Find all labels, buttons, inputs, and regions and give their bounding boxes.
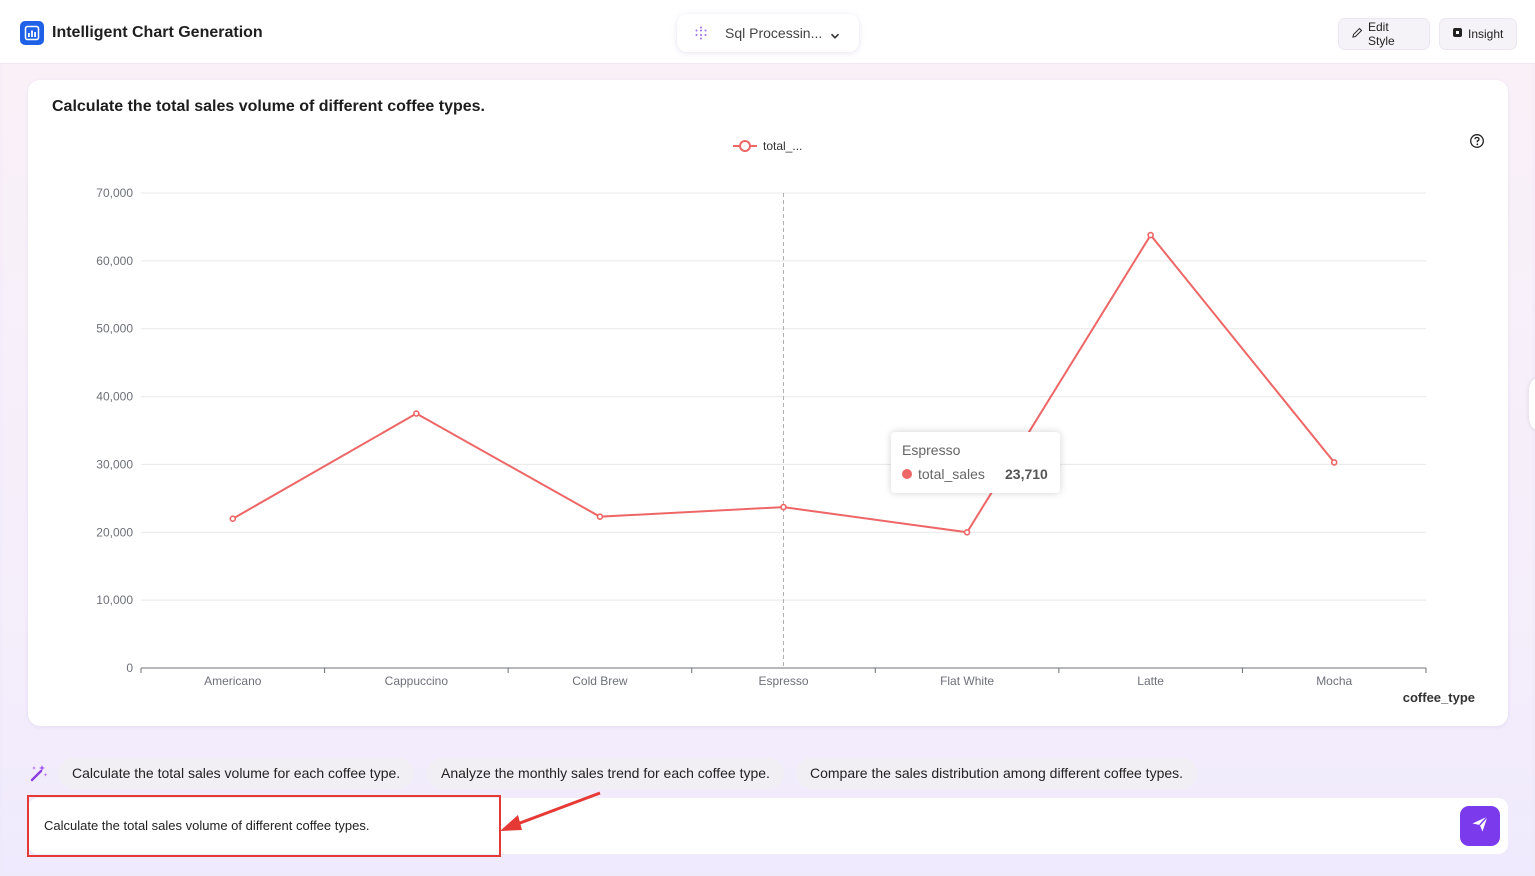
x-tick-label: Americano: [204, 674, 262, 688]
magic-wand-icon: [29, 763, 49, 788]
y-tick-label: 20,000: [96, 525, 133, 539]
help-icon[interactable]: [1469, 133, 1485, 154]
chevron-down-icon: [830, 28, 840, 46]
x-tick-label: Cold Brew: [572, 674, 628, 688]
insight-button[interactable]: Insight: [1439, 18, 1517, 50]
prompt-input-value[interactable]: Calculate the total sales volume of diff…: [44, 818, 370, 833]
sql-selector-label: Sql Processin...: [725, 25, 823, 41]
insight-icon: [1452, 27, 1463, 41]
x-axis-title: coffee_type: [1403, 690, 1475, 705]
pencil-icon: [1351, 27, 1363, 42]
chart-tooltip: Espresso total_sales 23,710: [891, 432, 1060, 493]
app-title: Intelligent Chart Generation: [52, 24, 263, 41]
x-tick-label: Espresso: [758, 674, 808, 688]
data-point: [413, 410, 420, 417]
legend-label: total_...: [763, 139, 802, 153]
chart-title: Calculate the total sales volume of diff…: [52, 98, 485, 115]
header: Intelligent Chart Generation Sql Process…: [0, 0, 1535, 64]
tooltip-value: 23,710: [1005, 466, 1048, 482]
send-button[interactable]: [1460, 806, 1500, 846]
chart-logo-icon: [20, 21, 44, 45]
data-point: [963, 528, 971, 536]
tooltip-series-name: total_sales: [918, 466, 985, 482]
edit-style-button[interactable]: Edit Style: [1338, 18, 1430, 50]
tooltip-title: Espresso: [902, 442, 961, 458]
edit-style-label: Edit Style: [1368, 20, 1395, 48]
x-tick-label: Flat White: [940, 674, 994, 688]
y-tick-label: 70,000: [96, 186, 133, 200]
y-tick-label: 60,000: [96, 254, 133, 268]
send-icon: [1470, 814, 1490, 839]
y-tick-label: 10,000: [96, 593, 133, 607]
data-point: [229, 515, 237, 523]
prompt-input[interactable]: [28, 798, 1508, 854]
x-tick-label: Latte: [1137, 674, 1164, 688]
data-point: [780, 503, 787, 511]
suggestion-chip[interactable]: Compare the sales distribution among dif…: [796, 758, 1198, 789]
x-tick-label: Mocha: [1316, 674, 1352, 688]
data-point: [1330, 459, 1338, 466]
suggestion-chip[interactable]: Calculate the total sales volume for eac…: [58, 758, 415, 789]
tooltip-series-dot: [902, 469, 912, 479]
annotation-highlight-box: [27, 795, 501, 857]
data-point: [596, 513, 604, 520]
dots-grid-icon: [694, 26, 708, 45]
chart-card: [28, 80, 1508, 726]
sql-processing-selector[interactable]: Sql Processin...: [677, 14, 859, 52]
side-panel-handle[interactable]: [1529, 376, 1535, 432]
y-tick-label: 30,000: [96, 457, 133, 471]
y-tick-label: 40,000: [96, 390, 133, 404]
y-tick-label: 0: [126, 661, 133, 675]
suggestion-chip[interactable]: Analyze the monthly sales trend for each…: [427, 758, 784, 789]
insight-label: Insight: [1468, 27, 1504, 41]
data-point: [1147, 231, 1154, 239]
x-tick-label: Cappuccino: [385, 674, 449, 688]
legend-marker: [739, 140, 751, 152]
y-tick-label: 50,000: [96, 322, 133, 336]
